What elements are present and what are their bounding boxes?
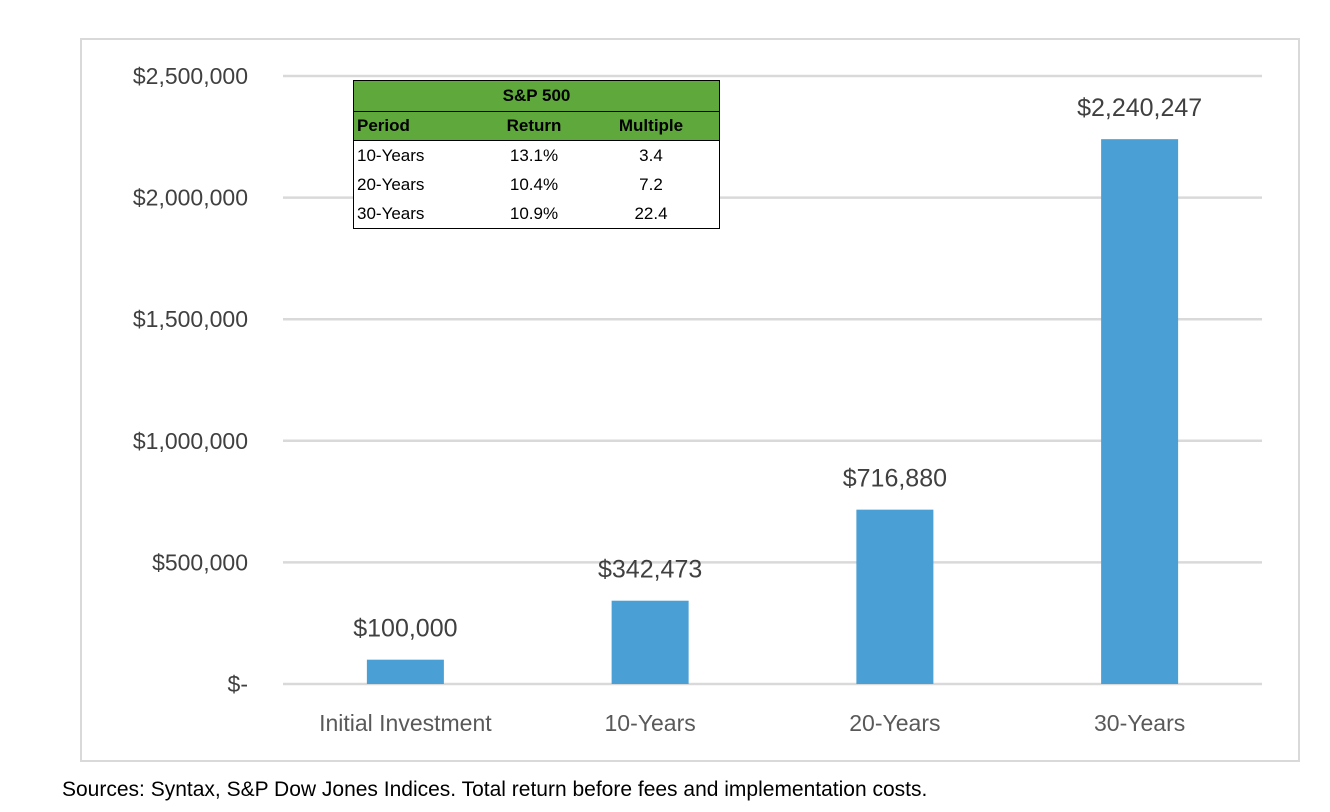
x-tick-label: Initial Investment [319, 710, 492, 736]
y-tick-label: $1,500,000 [133, 306, 248, 332]
header-period: Period [357, 116, 410, 135]
table-row: 10-Years 13.1% 3.4 [354, 141, 719, 170]
x-tick-label: 30-Years [1094, 710, 1185, 736]
cell-multiple: 22.4 [634, 204, 668, 223]
bar [366, 659, 444, 684]
data-label: $100,000 [353, 615, 457, 643]
bars [366, 139, 1179, 684]
y-tick-label: $- [228, 671, 248, 697]
cell-period: 20-Years [357, 175, 425, 194]
sp500-table-header: Period Return Multiple [354, 112, 719, 141]
x-tick-label: 20-Years [849, 710, 940, 736]
source-note: Sources: Syntax, S&P Dow Jones Indices. … [62, 778, 928, 801]
cell-return: 13.1% [509, 146, 559, 165]
y-tick-label: $2,000,000 [133, 185, 248, 211]
header-multiple: Multiple [618, 116, 684, 135]
y-tick-label: $2,500,000 [133, 63, 248, 89]
cell-return: 10.4% [509, 175, 559, 194]
sp500-table: S&P 500 Period Return Multiple 10-Years … [353, 80, 720, 229]
header-return: Return [506, 116, 562, 135]
data-label: $2,240,247 [1077, 94, 1202, 122]
cell-period: 10-Years [357, 146, 425, 165]
y-tick-label: $500,000 [152, 549, 248, 575]
bar [1101, 139, 1179, 684]
data-label: $342,473 [598, 556, 702, 584]
sp500-table-title: S&P 500 [354, 81, 719, 112]
x-tick-label: 10-Years [605, 710, 696, 736]
y-tick-label: $1,000,000 [133, 428, 248, 454]
bar [856, 509, 934, 684]
bar-chart: $- $500,000 $1,000,000 $1,500,000 $2,000,000… [133, 63, 1262, 736]
cell-multiple: 7.2 [639, 175, 663, 194]
table-row: 30-Years 10.9% 22.4 [354, 199, 719, 228]
data-label: $716,880 [843, 465, 947, 493]
cell-multiple: 3.4 [639, 146, 663, 165]
bar [611, 600, 689, 684]
cell-return: 10.9% [509, 204, 559, 223]
data-labels: $100,000 $342,473 $716,880 $2,240,247 [353, 94, 1202, 643]
y-axis-tick-labels: $- $500,000 $1,000,000 $1,500,000 $2,000,000… [133, 63, 248, 697]
x-axis-tick-labels: Initial Investment 10-Years 20-Years 30-Yea… [319, 710, 1185, 736]
table-row: 20-Years 10.4% 7.2 [354, 170, 719, 199]
cell-period: 30-Years [357, 204, 425, 223]
